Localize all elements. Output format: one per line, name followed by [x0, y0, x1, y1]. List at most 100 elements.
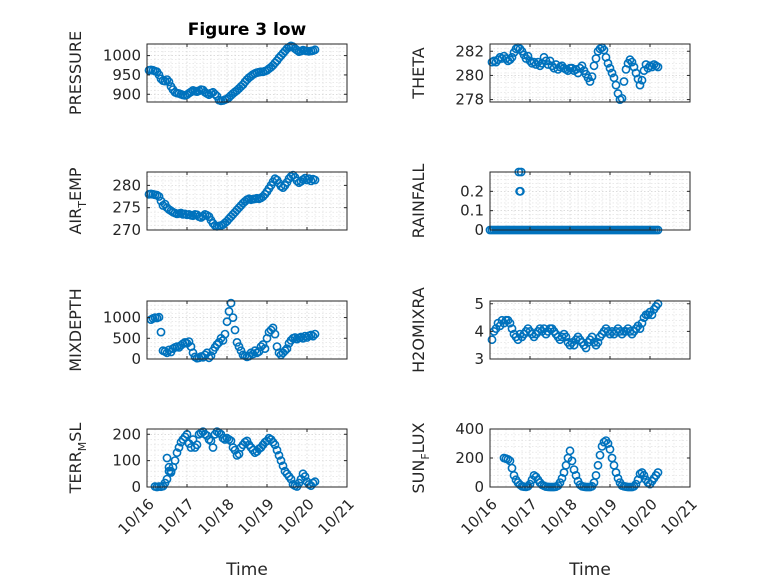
data-point [507, 324, 517, 333]
data-point [274, 450, 284, 460]
x-tick-label: 10/16 [115, 495, 158, 538]
data-point [577, 61, 587, 71]
y-axis-label: TERRMSL [66, 423, 89, 495]
data-point [198, 211, 208, 221]
data-point [525, 479, 535, 489]
data-point [208, 443, 218, 452]
data-point [635, 324, 645, 333]
y-tick-label: 200 [455, 449, 484, 467]
data-point [162, 474, 172, 484]
data-point [278, 461, 288, 471]
data-point [507, 52, 517, 62]
subplot-3: 270 275 280 AIRTEMP [66, 167, 348, 239]
data-point [635, 80, 645, 90]
x-tick-label: 10/19 [578, 495, 621, 538]
data-point [619, 77, 629, 86]
data-point [593, 337, 603, 347]
data-point [587, 72, 597, 81]
data-point [270, 329, 280, 339]
y-tick-label: 0 [131, 350, 141, 368]
data-point [607, 68, 617, 78]
y-tick-label: 1000 [103, 47, 141, 65]
data-point [156, 327, 166, 337]
y-tick-label: 0 [474, 221, 484, 239]
y-tick-label: 1000 [103, 309, 141, 327]
axes-box [146, 43, 348, 103]
data-point [210, 89, 220, 99]
subplot-6: 3 4 5 H2OMIXRA [409, 287, 691, 373]
data-point [585, 77, 595, 86]
data-point [625, 55, 635, 65]
data-point [565, 446, 575, 456]
data-point [599, 437, 609, 447]
data-point [234, 342, 244, 351]
subplot-5: 0 500 1000 MIXDEPTH [66, 288, 348, 372]
y-tick-label: 4 [474, 322, 484, 340]
y-tick-label: 400 [455, 420, 484, 438]
data-point [567, 456, 577, 466]
data-point [629, 481, 639, 491]
data-point [162, 453, 172, 463]
data-point [270, 440, 280, 450]
data-point [595, 450, 605, 460]
y-tick-label: 900 [112, 85, 141, 103]
data-point [531, 60, 541, 69]
y-tick-label: 950 [112, 66, 141, 84]
data-point [653, 299, 663, 309]
data-point [581, 343, 591, 353]
data-point [160, 76, 170, 86]
data-point [164, 77, 174, 87]
y-tick-label: 100 [112, 452, 141, 470]
data-point [501, 54, 511, 63]
y-tick-label: 0.1 [460, 202, 484, 220]
y-axis-label: THETA [409, 47, 428, 99]
axes-box [146, 171, 348, 231]
data-point [605, 63, 615, 73]
data-point [166, 466, 176, 476]
x-tick-label: 10/19 [235, 495, 278, 538]
subplot-2: 278 280 282 THETA [409, 42, 691, 109]
data-point [505, 55, 515, 65]
y-tick-label: 3 [474, 350, 484, 368]
y-tick-label: 0 [131, 478, 141, 496]
y-tick-label: 280 [455, 66, 484, 84]
data-point [222, 317, 232, 327]
data-point [306, 176, 316, 186]
data-point [516, 186, 525, 196]
x-tick-label: 10/16 [458, 495, 501, 538]
axes-box [489, 300, 691, 360]
data-point [272, 445, 282, 455]
data-point [276, 456, 286, 465]
data-point [627, 57, 637, 67]
data-point [503, 454, 513, 464]
x-tick-label: 10/17 [498, 495, 541, 538]
data-point [653, 62, 663, 72]
axes-box [489, 171, 691, 231]
data-point [204, 353, 214, 363]
data-point [250, 346, 260, 356]
data-point [290, 333, 300, 342]
data-point [170, 456, 180, 465]
x-tick-label: 10/21 [315, 495, 358, 538]
data-point [555, 478, 565, 487]
axes-box [489, 43, 691, 103]
x-axis-label: Time [225, 560, 268, 580]
x-tick-label: 10/21 [658, 495, 701, 538]
x-tick-label: 10/18 [195, 495, 238, 538]
y-axis-label: SUNFLUX [409, 422, 432, 493]
data-point [523, 481, 533, 491]
y-axis-label: MIXDEPTH [66, 288, 85, 371]
data-point [569, 340, 579, 350]
y-axis-label: AIRTEMP [66, 167, 89, 234]
data-point [505, 318, 515, 328]
data-point [591, 470, 601, 480]
data-point [647, 310, 657, 320]
data-point [154, 192, 164, 201]
data-point [192, 440, 202, 450]
x-tick-label: 10/17 [155, 495, 198, 538]
data-point [643, 478, 653, 487]
y-axis-label: RAINFALL [409, 164, 428, 239]
